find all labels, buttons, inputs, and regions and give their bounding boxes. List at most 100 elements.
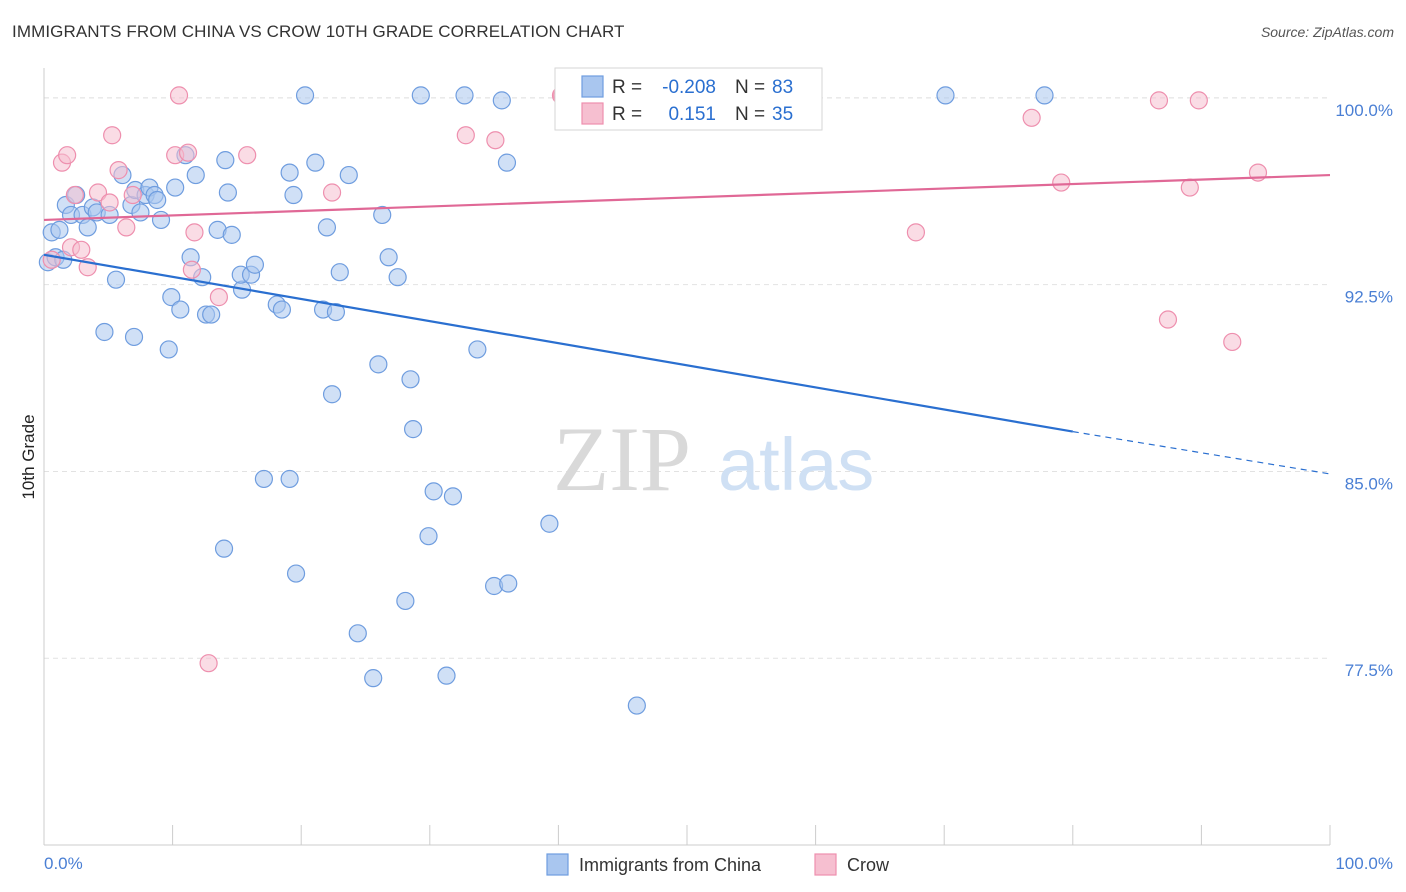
correlation-legend: R = -0.208 N = 83 R = 0.151 N = 35 (554, 67, 823, 131)
point-crow (58, 146, 77, 165)
point-china (540, 514, 559, 533)
series-crow (42, 86, 1268, 673)
point-china (388, 268, 407, 287)
point-crow (1022, 108, 1041, 127)
point-china (369, 355, 388, 374)
point-china (78, 218, 97, 237)
point-crow (88, 183, 108, 202)
point-crow (185, 223, 204, 242)
point-china (339, 165, 358, 185)
point-china (497, 153, 517, 172)
bottom-legend-swatch-blue (546, 853, 569, 876)
point-crow (103, 126, 122, 145)
trend-lines (43, 173, 1331, 475)
point-crow (456, 126, 475, 145)
point-crow (109, 161, 128, 180)
point-crow (72, 240, 91, 259)
point-crow (1052, 173, 1071, 192)
point-china (214, 539, 234, 558)
source-label: Source: ZipAtlas.com (1260, 24, 1394, 40)
point-china (295, 86, 315, 105)
point-china (499, 574, 518, 593)
point-crow (42, 250, 61, 269)
point-china (330, 263, 349, 282)
x-axis-ticks (43, 825, 1331, 845)
legend-n-value-1: 83 (772, 77, 793, 98)
point-china (202, 305, 221, 324)
legend-r-value-1: -0.208 (662, 77, 716, 98)
point-china (254, 469, 274, 489)
point-crow (199, 654, 218, 673)
point-china (306, 153, 325, 172)
point-china (280, 163, 299, 182)
point-crow (906, 223, 926, 242)
point-china (159, 340, 178, 359)
point-china (348, 624, 367, 643)
point-china (379, 248, 398, 267)
legend-swatch-pink (581, 102, 604, 125)
chart-title: IMMIGRANTS FROM CHINA VS CROW 10TH GRADE… (12, 22, 625, 41)
point-china (443, 487, 463, 506)
point-china (162, 288, 181, 307)
x-tick-label-max: 100.0% (1335, 854, 1393, 873)
y-tick-label: 100.0% (1335, 101, 1393, 120)
point-china (437, 666, 456, 685)
point-crow (117, 218, 136, 237)
point-china (326, 302, 346, 322)
point-crow (1180, 178, 1199, 197)
point-crow (1149, 91, 1169, 110)
point-crow (100, 193, 119, 212)
point-china (131, 203, 150, 222)
watermark-atlas: atlas (718, 423, 874, 506)
bottom-legend-label-china: Immigrants from China (579, 855, 762, 875)
point-china (322, 385, 342, 404)
watermark: ZIP atlas (553, 408, 874, 510)
point-crow (1189, 91, 1208, 110)
y-tick-labels: 100.0% 92.5% 85.0% 77.5% (1335, 101, 1393, 680)
point-crow (322, 183, 342, 202)
point-crow (238, 146, 257, 165)
legend-r-label-2: R = (612, 104, 642, 125)
bottom-legend-label-crow: Crow (847, 855, 890, 875)
point-china (455, 86, 474, 105)
legend-r-label-1: R = (612, 77, 642, 98)
point-china (286, 564, 306, 583)
watermark-zip: ZIP (553, 408, 691, 510)
point-china (424, 482, 443, 501)
point-china (50, 220, 69, 239)
point-china (936, 86, 955, 105)
point-china (216, 151, 235, 170)
point-china (245, 255, 265, 274)
point-china (364, 669, 383, 688)
legend-swatch-blue (581, 75, 604, 98)
point-crow (209, 288, 228, 307)
point-crow (178, 143, 198, 162)
legend-n-label-2: N = (735, 104, 765, 125)
point-china (272, 300, 292, 319)
point-crow (1158, 310, 1178, 329)
point-china (627, 696, 646, 715)
point-china (151, 210, 171, 230)
point-china (166, 178, 185, 197)
point-china (148, 190, 167, 210)
legend-r-value-2: 0.151 (668, 104, 716, 125)
y-tick-label: 85.0% (1345, 474, 1393, 493)
point-china (186, 165, 205, 185)
y-tick-label: 77.5% (1345, 661, 1393, 680)
series-legend: Immigrants from China Crow (546, 853, 890, 876)
point-china (373, 205, 392, 225)
trend-line-china-extrapolated (1072, 431, 1331, 475)
point-crow (123, 185, 142, 205)
x-tick-label-min: 0.0% (44, 854, 83, 873)
trend-line-china (43, 253, 1073, 433)
point-crow (182, 260, 201, 279)
legend-n-label-1: N = (735, 77, 765, 98)
point-crow (169, 86, 189, 105)
point-china (419, 527, 438, 546)
point-china (124, 327, 144, 347)
point-china (403, 420, 423, 439)
point-china (106, 270, 126, 289)
y-tick-label: 92.5% (1345, 288, 1393, 307)
y-axis-title: 10th Grade (19, 414, 38, 499)
